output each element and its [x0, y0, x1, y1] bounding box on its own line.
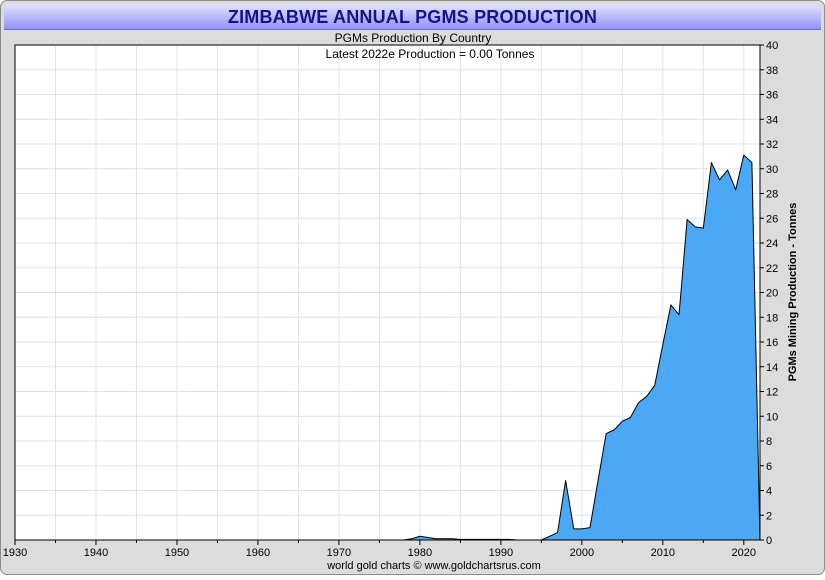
y-tick-label: 16	[766, 337, 778, 349]
x-tick-label: 1940	[84, 547, 108, 559]
y-tick-label: 0	[766, 535, 772, 547]
source-credit: world gold charts © www.goldchartsrus.co…	[326, 560, 541, 572]
y-tick-label: 4	[766, 486, 772, 498]
y-tick-label: 38	[766, 65, 778, 77]
y-tick-label: 20	[766, 288, 778, 300]
y-tick-label: 10	[766, 411, 778, 423]
y-tick-label: 18	[766, 312, 778, 324]
x-tick-label: 1980	[408, 547, 432, 559]
y-tick-label: 2	[766, 510, 772, 522]
y-tick-label: 12	[766, 387, 778, 399]
y-tick-label: 32	[766, 139, 778, 151]
y-tick-label: 30	[766, 164, 778, 176]
latest-production-label: Latest 2022e Production = 0.00 Tonnes	[326, 47, 535, 61]
axis-layer: 0246810121416182022242628303234363840193…	[3, 40, 778, 559]
x-tick-label: 1930	[3, 547, 27, 559]
y-tick-label: 28	[766, 189, 778, 201]
x-tick-label: 2000	[570, 547, 594, 559]
y-tick-label: 40	[766, 40, 778, 52]
y-axis-label: PGMs Mining Production - Tonnes	[787, 203, 799, 382]
y-tick-label: 34	[766, 114, 778, 126]
x-tick-label: 2020	[732, 547, 756, 559]
y-tick-label: 22	[766, 263, 778, 275]
x-tick-label: 1960	[246, 547, 270, 559]
chart-title: ZIMBABWE ANNUAL PGMS PRODUCTION	[227, 7, 598, 27]
x-tick-label: 1970	[327, 547, 351, 559]
chart-subtitle: PGMs Production By Country	[335, 31, 492, 45]
x-tick-label: 1950	[165, 547, 189, 559]
y-tick-label: 24	[766, 238, 778, 250]
y-tick-label: 26	[766, 213, 778, 225]
y-tick-label: 36	[766, 90, 778, 102]
y-tick-label: 14	[766, 362, 778, 374]
x-tick-label: 2010	[651, 547, 675, 559]
title-bar: ZIMBABWE ANNUAL PGMS PRODUCTION	[4, 4, 821, 30]
y-tick-label: 8	[766, 436, 772, 448]
x-tick-label: 1990	[489, 547, 513, 559]
y-tick-label: 6	[766, 461, 772, 473]
production-area	[14, 154, 761, 541]
